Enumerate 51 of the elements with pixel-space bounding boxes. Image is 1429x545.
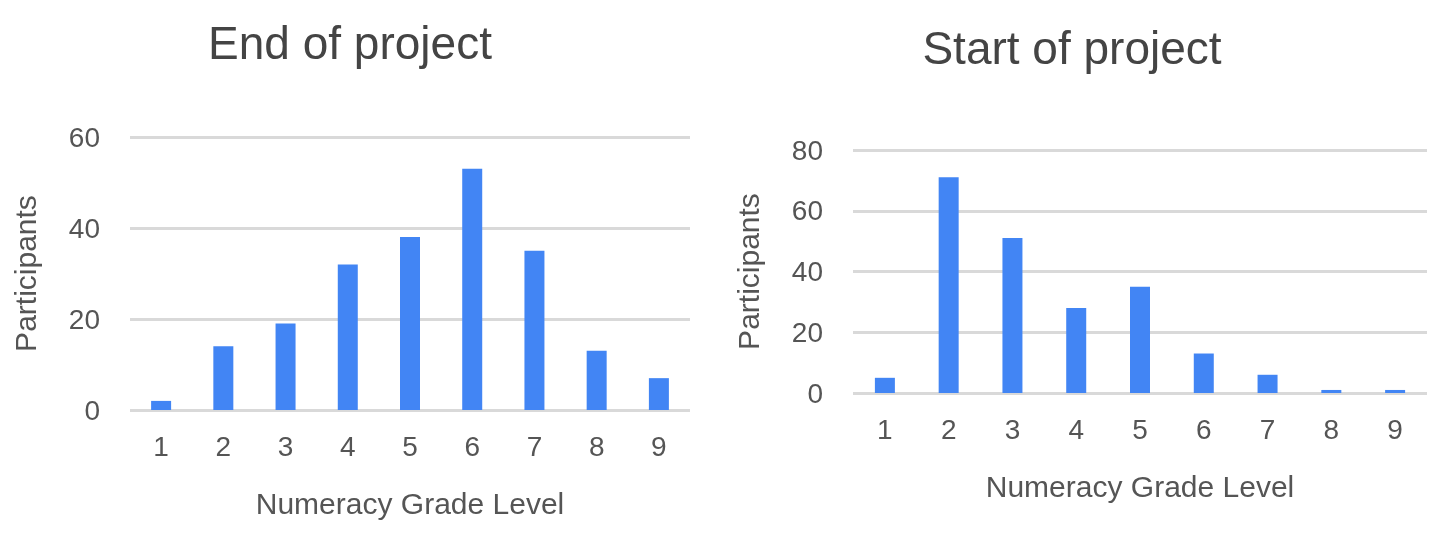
bar [213,346,234,410]
bar [1257,374,1278,393]
y-tick-label: 0 [807,377,823,409]
x-axis-title: Numeracy Grade Level [985,469,1295,503]
x-tick-label: 9 [651,430,667,462]
x-tick-label: 2 [215,430,232,462]
x-tick-label: 7 [526,430,543,462]
bar [1002,238,1023,393]
chart-title: End of project [208,17,493,69]
bar [524,250,545,410]
y-tick-label: 40 [791,256,823,287]
x-tick-label: 6 [1195,413,1212,445]
x-tick-label: 4 [1068,413,1085,445]
y-tick-label: 40 [68,212,100,244]
bar [1321,389,1342,393]
bar [151,400,172,410]
y-tick-label: 60 [791,195,823,227]
bar [586,350,607,410]
x-tick-label: 5 [1132,413,1148,445]
bar [874,377,895,393]
bar [1130,286,1150,393]
x-tick-label: 1 [153,430,169,462]
x-tick-label: 6 [464,430,481,462]
x-tick-label: 8 [588,430,605,462]
x-tick-label: 5 [402,430,418,462]
bar [400,237,420,410]
y-tick-label: 20 [791,316,823,348]
x-tick-label: 4 [339,430,356,462]
x-tick-label: 2 [940,413,957,445]
x-tick-label: 9 [1387,413,1403,445]
x-tick-label: 1 [877,413,893,445]
bar [648,378,669,410]
y-tick-label: 20 [68,303,100,335]
chart-title: Start of project [922,22,1222,74]
y-axis-title: Participants [731,193,765,350]
bar [462,168,483,410]
y-tick-label: 60 [68,121,100,153]
bar [1385,389,1406,393]
bar [1193,353,1214,393]
y-tick-label: 80 [791,134,823,166]
y-axis-title: Participants [8,195,42,352]
bar [275,323,296,410]
bar [938,177,959,393]
x-tick-label: 3 [1004,413,1021,445]
x-tick-label: 3 [277,430,294,462]
y-tick-label: 0 [84,394,100,426]
bar [337,264,358,410]
x-tick-label: 8 [1323,413,1340,445]
x-tick-label: 7 [1259,413,1276,445]
x-axis-title: Numeracy Grade Level [255,486,565,520]
bar [1066,307,1087,393]
